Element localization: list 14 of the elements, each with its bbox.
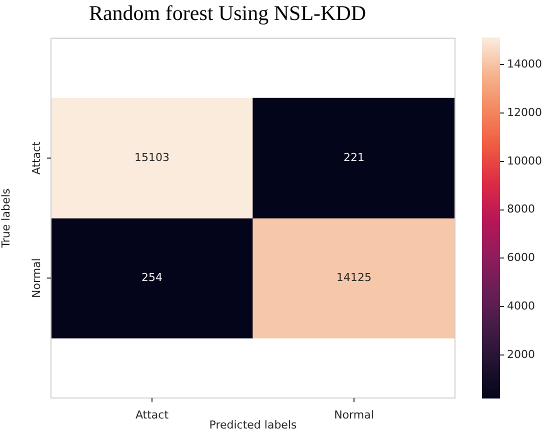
- data-label: 14125: [336, 270, 372, 284]
- color-bar-label: 12000: [507, 106, 542, 119]
- data-label: 254: [142, 270, 162, 284]
- data-label: 221: [344, 150, 364, 164]
- color-bar-label: 8000: [507, 202, 535, 216]
- x-axis-title: Predicted labels: [209, 418, 298, 432]
- color-bar-label: 4000: [507, 299, 535, 312]
- color-bar-label: 10000: [507, 154, 542, 168]
- color-bar-label: 14000: [507, 58, 542, 71]
- y-axis-title: True labels: [0, 188, 12, 249]
- color-bar-label: 6000: [507, 251, 535, 264]
- color-bar-label: 2000: [507, 348, 535, 361]
- chart-title: Random forest Using NSL-KDD: [88, 1, 366, 26]
- data-label: 15103: [134, 150, 170, 164]
